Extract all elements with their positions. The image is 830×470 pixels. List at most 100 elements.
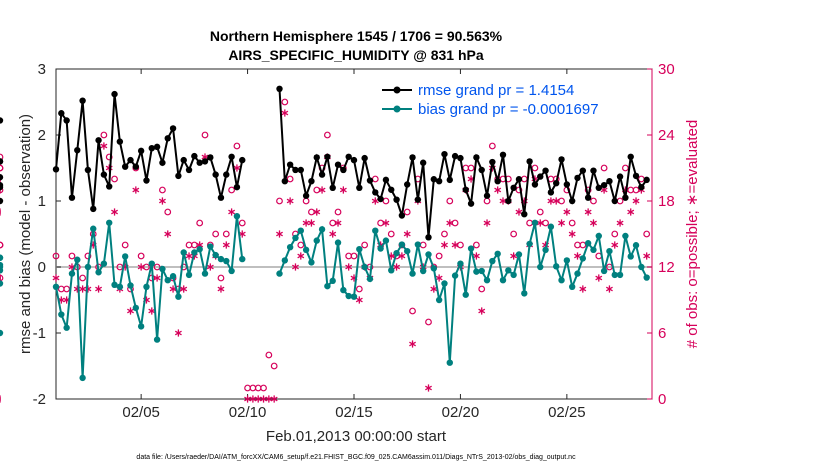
rmse-point bbox=[0, 158, 4, 165]
bias-point bbox=[164, 277, 171, 284]
obs-evaluated-point bbox=[292, 263, 299, 271]
obs-evaluated-point bbox=[430, 285, 438, 293]
bias-point bbox=[372, 227, 379, 234]
obs-evaluated-point bbox=[472, 252, 480, 260]
series-bias bbox=[0, 212, 650, 382]
obs-possible-point bbox=[265, 351, 273, 359]
obs-possible-point bbox=[382, 197, 390, 205]
bias-point bbox=[537, 263, 544, 271]
bias-point bbox=[0, 267, 4, 274]
obs-evaluated-point bbox=[435, 274, 443, 282]
bias-point bbox=[388, 267, 395, 274]
obs-possible-point bbox=[63, 285, 71, 293]
rmse-point bbox=[430, 176, 438, 183]
rmse-point bbox=[233, 183, 241, 191]
rmse-point bbox=[207, 154, 214, 161]
rmse-point bbox=[584, 194, 592, 201]
obs-evaluated-point bbox=[153, 274, 161, 282]
y2-tick-label: 6 bbox=[658, 325, 666, 342]
rmse-point bbox=[606, 178, 613, 185]
bias-point bbox=[574, 270, 581, 277]
bias-point bbox=[489, 257, 496, 265]
obs-possible-point bbox=[409, 307, 416, 315]
bias-point bbox=[84, 263, 92, 271]
bias-point bbox=[393, 249, 400, 257]
obs-evaluated-point bbox=[222, 241, 230, 249]
rmse-point bbox=[611, 197, 618, 205]
y2-axis-ticks: 0 6 12 18 24 30 bbox=[647, 61, 675, 408]
obs-evaluated-point bbox=[494, 186, 502, 194]
bias-point bbox=[196, 245, 203, 253]
legend: rmse grand pr = 1.4154 bias grand pr = -… bbox=[382, 82, 599, 118]
bias-point bbox=[366, 275, 374, 283]
obs-evaluated-point bbox=[643, 252, 651, 260]
bias-point bbox=[116, 283, 124, 290]
bias-point bbox=[616, 271, 624, 279]
obs-evaluated-point bbox=[605, 285, 613, 293]
bias-point bbox=[180, 249, 187, 256]
bias-point bbox=[329, 277, 336, 285]
rmse-point bbox=[457, 154, 464, 162]
obs-evaluated-point bbox=[441, 241, 448, 249]
bias-point bbox=[435, 296, 443, 304]
bias-point bbox=[58, 311, 65, 318]
bias-point bbox=[611, 271, 618, 279]
bias-point bbox=[276, 270, 283, 277]
obs-possible-point bbox=[361, 241, 369, 249]
bias-point bbox=[505, 267, 512, 274]
x-tick-label: 02/15 bbox=[335, 404, 373, 421]
obs-possible-point bbox=[153, 263, 161, 271]
obs-possible-point bbox=[387, 230, 395, 238]
rmse-point bbox=[84, 166, 92, 174]
obs-evaluated-point bbox=[148, 307, 156, 315]
y-tick-label: 3 bbox=[38, 61, 46, 78]
bias-point bbox=[137, 323, 145, 330]
obs-possible-point bbox=[542, 219, 549, 227]
obs-possible-point bbox=[621, 164, 629, 172]
obs-possible-point bbox=[403, 208, 411, 216]
obs-evaluated-point bbox=[307, 219, 315, 227]
rmse-point bbox=[388, 186, 395, 193]
rmse-point bbox=[505, 197, 512, 205]
bias-point bbox=[606, 247, 613, 255]
rmse-point bbox=[175, 172, 182, 180]
bias-point bbox=[0, 329, 4, 337]
rmse-point bbox=[153, 143, 161, 151]
y2-tick-label: 24 bbox=[658, 127, 675, 144]
bias-point bbox=[0, 254, 4, 261]
obs-possible-point bbox=[260, 384, 267, 392]
obs-evaluated-point bbox=[334, 219, 342, 227]
rmse-point bbox=[622, 194, 629, 201]
bias-point bbox=[515, 251, 523, 258]
rmse-point bbox=[579, 167, 587, 174]
obs-evaluated-point bbox=[132, 186, 140, 194]
y-tick-label: 0 bbox=[38, 259, 46, 276]
rmse-point bbox=[74, 146, 81, 154]
data-file-footer: data file: /Users/raeder/DAI/ATM_forcXX/… bbox=[136, 454, 576, 461]
obs-evaluated-point bbox=[281, 109, 289, 117]
obs-possible-point bbox=[190, 241, 198, 249]
obs-possible-point bbox=[323, 131, 331, 139]
obs-possible-point bbox=[143, 263, 150, 271]
bias-point bbox=[228, 267, 235, 275]
obs-possible-point bbox=[355, 285, 363, 293]
obs-evaluated-point bbox=[137, 263, 145, 271]
bias-point bbox=[622, 232, 629, 240]
series-rmse bbox=[0, 85, 650, 241]
rmse-point bbox=[600, 181, 608, 189]
y-axis-label: rmse and bias (model - observation) bbox=[17, 114, 34, 354]
obs-evaluated-point bbox=[536, 219, 544, 227]
rmse-point bbox=[169, 125, 177, 132]
rmse-point bbox=[451, 152, 459, 160]
bias-point bbox=[457, 260, 464, 267]
rmse-point bbox=[356, 184, 363, 191]
rmse-point bbox=[302, 192, 310, 199]
rmse-point bbox=[377, 195, 384, 203]
x-tick-label: 02/25 bbox=[548, 404, 586, 421]
obs-possible-point bbox=[334, 208, 342, 216]
obs-evaluated-point bbox=[329, 230, 337, 238]
rmse-point bbox=[419, 159, 427, 166]
rmse-point bbox=[121, 163, 129, 170]
rmse-point bbox=[191, 152, 198, 160]
